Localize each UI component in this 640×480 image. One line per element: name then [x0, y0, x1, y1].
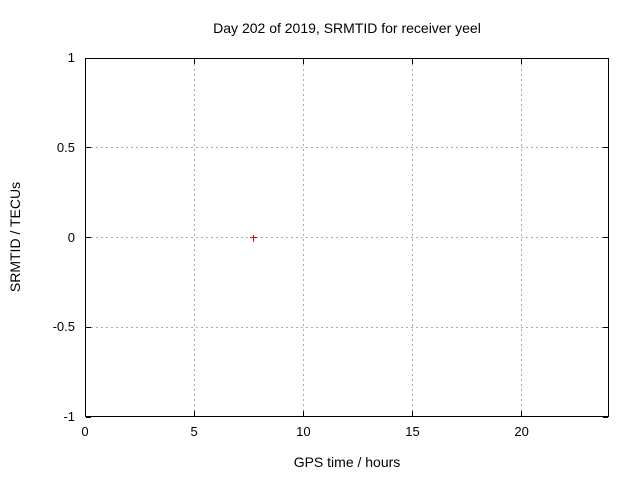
y-tick-label: 0.5: [56, 139, 75, 155]
data-point-marker: [252, 234, 254, 242]
y-tick-mark-left: [86, 57, 91, 59]
x-tick-mark-bottom: [302, 411, 304, 416]
x-tick-mark-top: [84, 59, 86, 64]
gridline-horizontal: [86, 147, 608, 149]
y-tick-mark-left: [86, 416, 91, 418]
x-tick-label: 0: [81, 424, 89, 439]
x-tick-mark-top: [521, 59, 523, 64]
x-tick-mark-top: [412, 59, 413, 64]
y-tick-mark-right: [603, 326, 608, 328]
data-point-marker: [250, 237, 258, 238]
x-tick-mark-bottom: [521, 411, 523, 416]
y-tick-mark-left: [86, 147, 91, 149]
x-tick-label: 20: [514, 424, 529, 439]
y-tick-mark-right: [603, 237, 608, 238]
x-tick-mark-top: [302, 59, 304, 64]
gridline-horizontal: [86, 237, 608, 238]
x-tick-label: 10: [296, 424, 311, 439]
y-tick-label: -0.5: [52, 319, 75, 335]
y-tick-mark-right: [603, 57, 608, 59]
y-tick-mark-left: [86, 326, 91, 328]
y-tick-mark-right: [603, 147, 608, 149]
x-tick-mark-top: [193, 59, 195, 64]
y-tick-mark-right: [603, 416, 608, 418]
y-tick-label: 1: [67, 50, 75, 65]
gridline-horizontal: [86, 326, 608, 328]
y-tick-label: 0: [67, 229, 75, 245]
x-tick-label: 15: [405, 424, 420, 439]
x-tick-label: 5: [190, 424, 198, 439]
y-tick-label: -1: [63, 409, 75, 424]
x-tick-mark-bottom: [193, 411, 195, 416]
x-tick-mark-bottom: [84, 411, 86, 416]
y-tick-mark-left: [86, 237, 91, 238]
x-tick-mark-bottom: [412, 411, 413, 416]
chart-title: Day 202 of 2019, SRMTID for receiver yee…: [213, 20, 481, 36]
x-axis-label: GPS time / hours: [293, 454, 401, 470]
